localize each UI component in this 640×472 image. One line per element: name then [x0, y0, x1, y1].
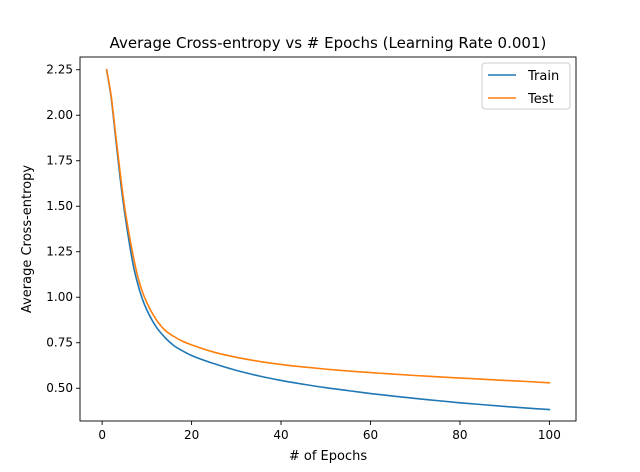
legend: Train Test — [481, 62, 571, 110]
x-tick-label: 20 — [184, 428, 199, 442]
x-tick-label: 80 — [452, 428, 467, 442]
y-tick-label: 1.50 — [46, 199, 73, 213]
y-tick-label: 1.75 — [46, 154, 73, 168]
y-tick-label: 0.50 — [46, 381, 73, 395]
y-tick-label: 0.75 — [46, 336, 73, 350]
x-axis-label: # of Epochs — [289, 449, 367, 464]
x-axis: 0 20 40 60 80 100 — [98, 421, 561, 442]
y-tick-label: 1.00 — [46, 290, 73, 304]
series-layer — [105, 68, 551, 411]
y-axis-label: Average Cross-entropy — [20, 165, 35, 313]
legend-label-test: Test — [527, 92, 554, 107]
x-tick-label: 0 — [98, 428, 106, 442]
series-line-test — [105, 68, 551, 384]
y-axis: 0.50 0.75 1.00 1.25 1.50 1.75 2.00 2.25 — [46, 63, 80, 395]
y-tick-label: 2.00 — [46, 108, 73, 122]
x-tick-label: 100 — [538, 428, 561, 442]
chart-title: Average Cross-entropy vs # Epochs (Learn… — [110, 34, 547, 52]
y-tick-label: 1.25 — [46, 245, 73, 259]
x-tick-label: 40 — [273, 428, 288, 442]
legend-label-train: Train — [527, 69, 559, 84]
y-tick-label: 2.25 — [46, 63, 73, 77]
axes-frame — [79, 56, 577, 422]
series-line-train — [105, 68, 551, 411]
x-tick-label: 60 — [363, 428, 378, 442]
